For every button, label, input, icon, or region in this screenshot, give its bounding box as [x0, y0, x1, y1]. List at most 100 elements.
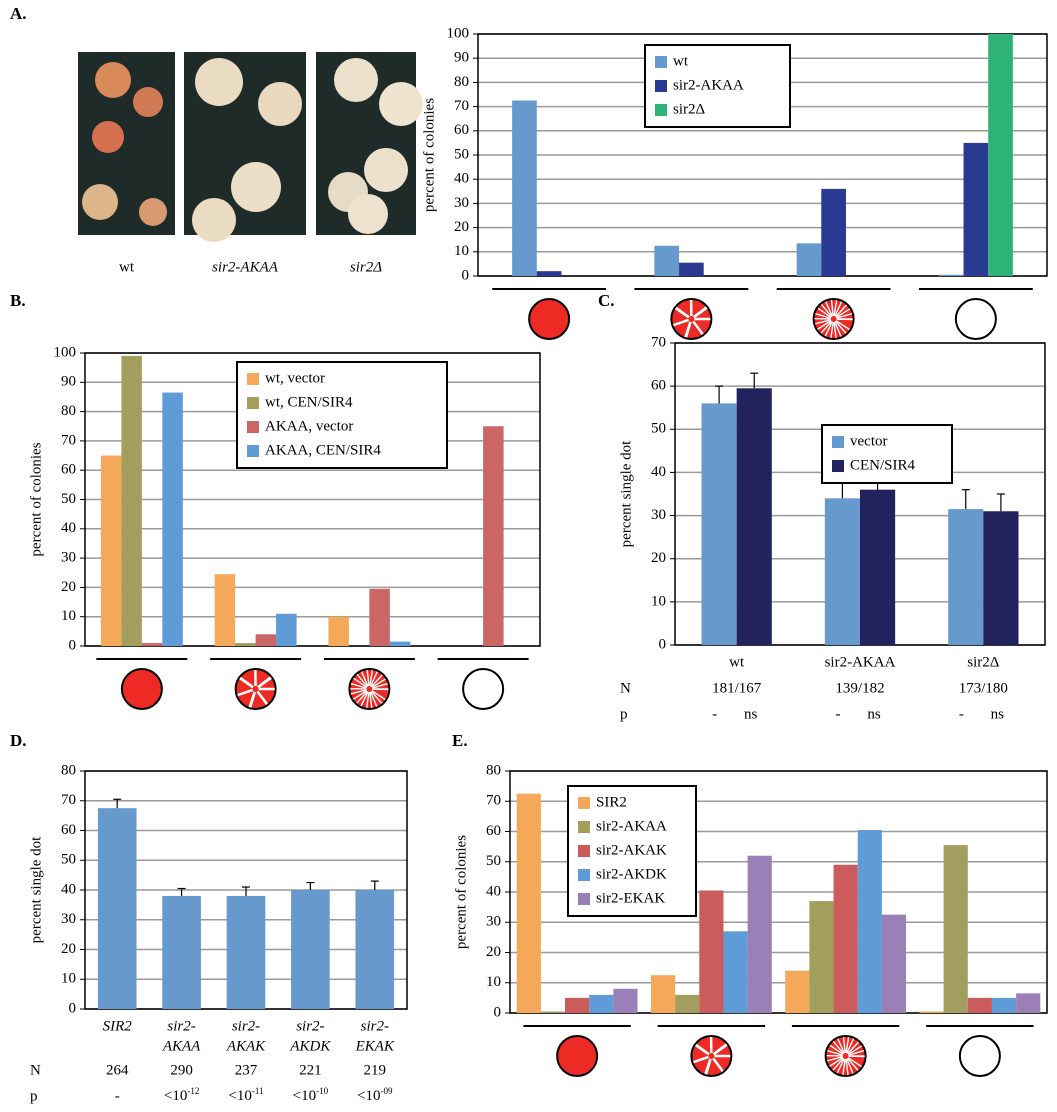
y-tick-label: 80: [486, 762, 501, 778]
y-tick-label: 100: [54, 344, 77, 360]
x-tick-label: SIR2: [103, 1018, 133, 1034]
legend-label: wt: [673, 53, 689, 69]
legend-swatch: [578, 797, 590, 809]
bar: [162, 896, 201, 1009]
row-cell: <10-12: [164, 1086, 199, 1104]
y-tick-label: 70: [651, 334, 666, 350]
phenotype-icon: [960, 1036, 1000, 1076]
legend-label: AKAA, vector: [265, 418, 353, 434]
row-cell: -: [115, 1088, 120, 1104]
legend-swatch: [655, 56, 667, 68]
y-tick-label: 60: [454, 122, 469, 138]
row-label: p: [30, 1088, 38, 1104]
legend-swatch: [655, 104, 667, 116]
x-tick-label: sir2-: [232, 1018, 260, 1034]
legend-label: sir2Δ: [673, 101, 706, 117]
legend-swatch: [247, 373, 259, 385]
bar: [142, 643, 162, 646]
p-exponent: -10: [316, 1086, 328, 1096]
y-tick-label: 0: [69, 1000, 77, 1016]
y-tick-label: 70: [486, 793, 501, 809]
bar: [785, 971, 809, 1013]
y-tick-label: 40: [61, 520, 76, 536]
y-tick-label: 60: [651, 378, 666, 394]
legend-label: wt, vector: [265, 370, 325, 386]
bar: [944, 845, 968, 1013]
y-tick-label: 10: [61, 608, 76, 624]
legend-swatch: [832, 436, 844, 448]
panel-label: C.: [598, 291, 615, 310]
legend-label: sir2-AKAA: [596, 818, 667, 834]
bar: [512, 101, 537, 276]
colony: [258, 82, 302, 126]
legend-label: AKAA, CEN/SIR4: [265, 442, 381, 458]
bar: [101, 456, 121, 646]
y-tick-label: 0: [659, 636, 667, 652]
x-tick-label: sir2-: [167, 1018, 195, 1034]
y-tick-label: 50: [486, 853, 501, 869]
y-tick-label: 90: [61, 374, 76, 390]
bar: [825, 498, 860, 645]
p-exponent: -12: [187, 1086, 199, 1096]
bar: [964, 143, 989, 276]
y-tick-label: 20: [61, 941, 76, 957]
row-label: N: [30, 1062, 41, 1078]
legend-swatch: [247, 445, 259, 457]
row-cell: 290: [170, 1062, 193, 1078]
legend-label: vector: [850, 433, 887, 449]
y-tick-label: 10: [486, 974, 501, 990]
x-tick-label: sir2-: [296, 1018, 324, 1034]
y-tick-label: 40: [454, 171, 469, 187]
y-tick-label: 30: [454, 195, 469, 211]
y-tick-label: 60: [61, 462, 76, 478]
y-tick-label: 100: [447, 25, 470, 41]
bar: [215, 574, 235, 646]
bar: [651, 975, 675, 1013]
bar: [702, 403, 737, 645]
row-cell: <10-10: [293, 1086, 329, 1104]
y-tick-label: 50: [651, 421, 666, 437]
panel-label: D.: [10, 731, 27, 750]
y-tick-label: 20: [651, 550, 666, 566]
y-tick-label: 40: [61, 881, 76, 897]
legend-label: CEN/SIR4: [850, 457, 916, 473]
colony: [192, 198, 236, 242]
p-base: <10: [164, 1088, 187, 1104]
legend-label: sir2-AKAK: [596, 842, 667, 858]
image-caption: sir2Δ: [350, 259, 382, 275]
bar: [235, 643, 255, 646]
bar: [882, 915, 906, 1013]
y-tick-label: 80: [61, 762, 76, 778]
panel-label: A.: [10, 4, 27, 23]
legend-label: wt, CEN/SIR4: [265, 394, 353, 410]
y-tick-label: 40: [651, 464, 666, 480]
row-cell: 264: [106, 1062, 129, 1078]
y-tick-label: 70: [454, 98, 469, 114]
bar: [162, 393, 182, 646]
bar: [968, 998, 992, 1013]
bar: [1016, 993, 1040, 1013]
bar: [797, 243, 822, 276]
p-base: <10: [357, 1088, 380, 1104]
y-tick-label: 30: [651, 507, 666, 523]
image-caption: wt: [119, 259, 135, 275]
colony: [92, 121, 124, 153]
y-tick-label: 10: [454, 243, 469, 259]
row-cell: 219: [364, 1062, 387, 1078]
legend-swatch: [578, 845, 590, 857]
y-tick-label: 30: [61, 911, 76, 927]
y-tick-label: 50: [61, 852, 76, 868]
y-tick-label: 40: [486, 883, 501, 899]
colony: [334, 58, 378, 102]
p-exponent: -11: [252, 1086, 264, 1096]
bar: [98, 808, 137, 1009]
y-tick-label: 90: [454, 50, 469, 66]
legend-label: SIR2: [596, 794, 627, 810]
row-cell: -: [959, 706, 964, 722]
legend-swatch: [655, 80, 667, 92]
y-tick-label: 20: [454, 219, 469, 235]
bar: [291, 890, 330, 1009]
bar: [589, 995, 613, 1013]
bar: [613, 989, 637, 1013]
row-cell: 139/182: [835, 680, 884, 696]
